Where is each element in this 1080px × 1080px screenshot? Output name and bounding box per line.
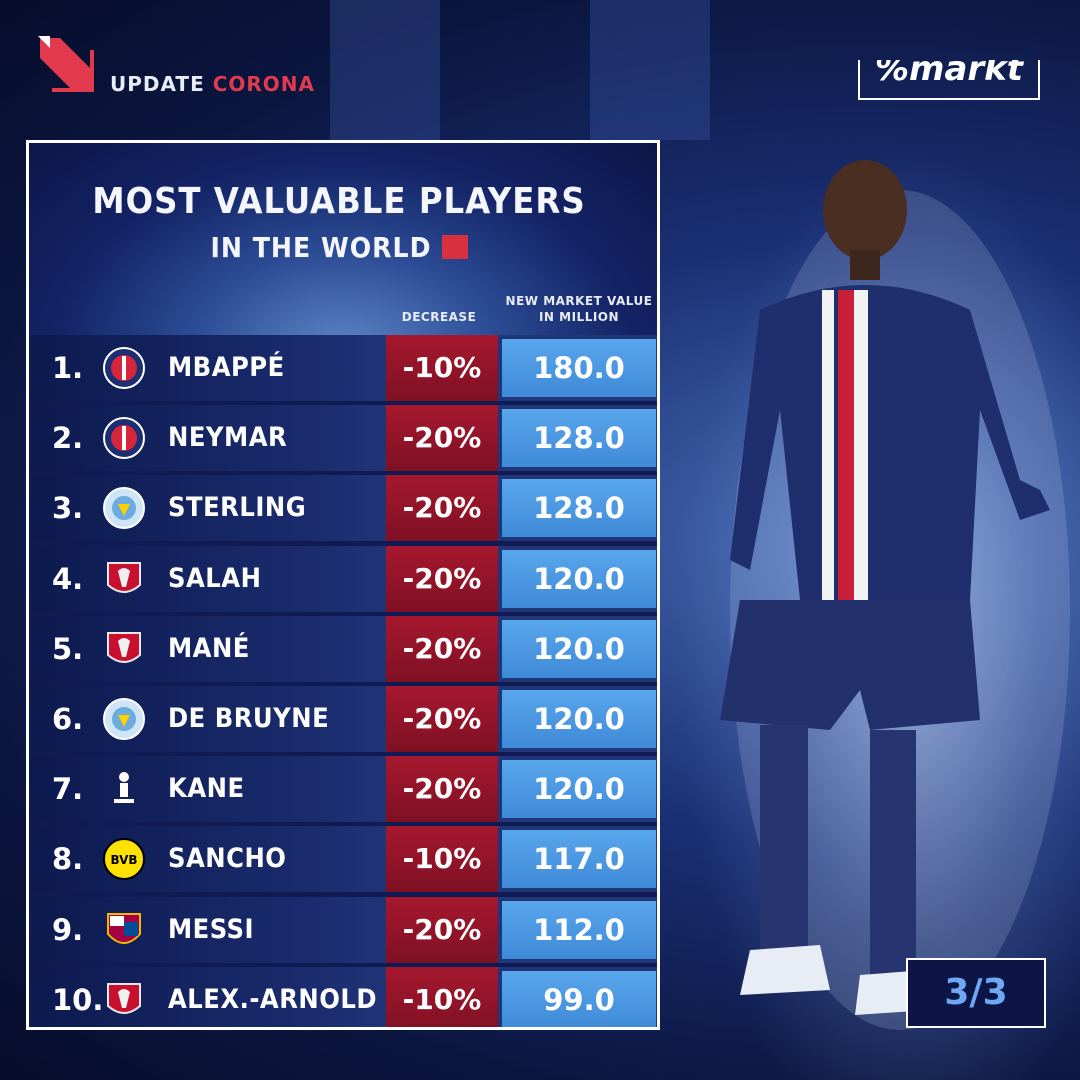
liverpool-crest-icon	[107, 631, 141, 663]
market-value-cell: 180.0	[502, 339, 656, 397]
rank-number: 1.	[52, 351, 84, 385]
brand-label-corona: CORONA	[212, 72, 316, 96]
player-name: STERLING	[168, 492, 307, 524]
market-value-cell: 120.0	[502, 760, 656, 819]
table-row: 10. ALEX.-ARNOLD -10% 99.0	[32, 966, 657, 1027]
decrease-arrow-icon	[441, 235, 468, 259]
rank-number: 2.	[52, 421, 84, 456]
market-value-cell: 120.0	[502, 689, 656, 748]
rank-number: 10.	[52, 982, 104, 1017]
background-stripe	[330, 0, 440, 140]
column-header-value-line1: NEW MARKET VALUE	[505, 294, 653, 308]
player-name: MBAPPÉ	[168, 352, 285, 383]
player-photo	[720, 160, 1070, 1030]
column-header-value: NEW MARKET VALUE IN MILLION	[499, 293, 657, 325]
rank-number: 3.	[52, 491, 84, 526]
decrease-cell: -20%	[386, 545, 498, 612]
psg-crest-icon	[103, 347, 145, 389]
panel-title: MOST VALUABLE PLAYERS	[92, 181, 586, 222]
decrease-cell: -20%	[386, 685, 498, 752]
ranking-rows: 1. MBAPPÉ -10% 180.0 2. NEYMAR -20% 128.0 3. STER…	[32, 335, 657, 1027]
bvb-crest-icon: BVB	[103, 838, 145, 881]
svg-text:BVB: BVB	[110, 853, 137, 867]
decrease-cell: -10%	[386, 966, 498, 1027]
player-name: SALAH	[168, 562, 262, 594]
transfermarkt-logo: %markt	[858, 60, 1040, 100]
table-row: 1. MBAPPÉ -10% 180.0	[32, 335, 657, 401]
psg-crest-icon	[103, 417, 145, 460]
table-row: 3. STERLING -20% 128.0	[32, 475, 657, 542]
table-row: 8. BVB SANCHO -10% 117.0	[32, 826, 657, 893]
rank-number: 8.	[52, 842, 84, 877]
rank-number: 4.	[52, 561, 84, 596]
market-value-cell: 120.0	[502, 619, 656, 678]
table-row: 5. MANÉ -20% 120.0	[32, 615, 657, 682]
rank-number: 6.	[52, 701, 84, 736]
background-stripe	[590, 0, 710, 140]
decrease-cell: -10%	[386, 826, 498, 893]
brand-label-update: UPDATE	[110, 72, 205, 96]
player-name: DE BRUYNE	[168, 702, 330, 734]
brand-label: UPDATE CORONA	[110, 72, 315, 96]
player-name: MANÉ	[168, 632, 250, 664]
panel-subtitle-text: IN THE WORLD	[210, 231, 432, 264]
table-row: 7. KANE -20% 120.0	[32, 756, 657, 823]
player-name: SANCHO	[168, 843, 287, 875]
market-value-cell: 117.0	[502, 830, 656, 889]
market-value-cell: 99.0	[502, 970, 656, 1027]
rank-number: 5.	[52, 631, 84, 666]
liverpool-crest-icon	[107, 561, 141, 593]
table-row: 9. MESSI -20% 112.0	[32, 896, 657, 963]
decrease-cell: -20%	[386, 615, 498, 682]
player-name: MESSI	[168, 913, 255, 945]
panel-header: MOST VALUABLE PLAYERS IN THE WORLD DECRE…	[29, 143, 657, 335]
column-header-value-line2: IN MILLION	[538, 310, 620, 324]
decrease-cell: -20%	[386, 756, 498, 823]
rank-number: 9.	[52, 912, 84, 947]
player-name: KANE	[168, 773, 245, 805]
page-indicator: 3/3	[906, 958, 1046, 1028]
column-header-decrease: DECREASE	[401, 310, 477, 324]
man-city-crest-icon	[103, 697, 145, 740]
table-row: 2. NEYMAR -20% 128.0	[32, 405, 657, 472]
tottenham-crest-icon	[114, 772, 134, 804]
table-row: 4. SALAH -20% 120.0	[32, 545, 657, 612]
brand-arrow-icon	[38, 36, 94, 92]
decrease-cell: -20%	[386, 896, 498, 963]
rank-number: 7.	[52, 772, 84, 807]
table-row: 6. DE BRUYNE -20% 120.0	[32, 685, 657, 752]
decrease-cell: -20%	[386, 475, 498, 542]
liverpool-crest-icon	[107, 982, 141, 1014]
decrease-cell: -10%	[386, 335, 498, 401]
panel-subtitle: IN THE WORLD	[29, 231, 649, 264]
ranking-panel: MOST VALUABLE PLAYERS IN THE WORLD DECRE…	[26, 140, 660, 1030]
market-value-cell: 112.0	[502, 900, 656, 959]
man-city-crest-icon	[103, 487, 145, 530]
player-name: ALEX.-ARNOLD	[168, 983, 378, 1015]
market-value-cell: 128.0	[502, 409, 656, 468]
player-name: NEYMAR	[168, 422, 288, 454]
barcelona-crest-icon	[107, 912, 141, 944]
market-value-cell: 128.0	[502, 479, 656, 538]
market-value-cell: 120.0	[502, 549, 656, 608]
decrease-cell: -20%	[386, 405, 498, 472]
